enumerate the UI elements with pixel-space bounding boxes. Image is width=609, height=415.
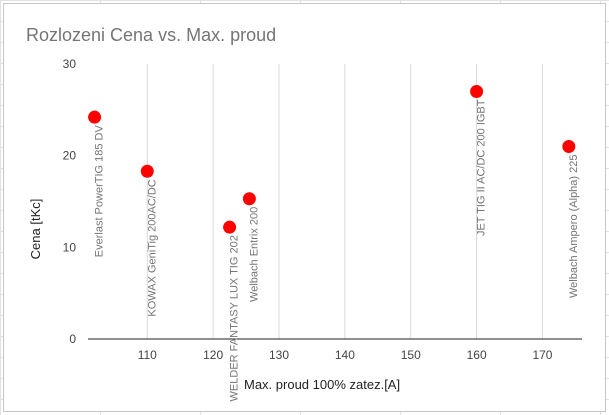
point-label: KOWAX GeniTig 200AC/DC bbox=[146, 179, 158, 316]
data-point[interactable] bbox=[242, 192, 256, 206]
grid-lines bbox=[146, 64, 543, 339]
chart-title: Rozlozeni Cena vs. Max. proud bbox=[26, 25, 276, 45]
x-tick-label: 160 bbox=[467, 348, 487, 362]
y-tick-labels: 0 10 20 30 bbox=[63, 57, 77, 346]
data-point[interactable] bbox=[140, 164, 154, 178]
y-tick-label: 10 bbox=[63, 240, 77, 254]
scatter-chart: Rozlozeni Cena vs. Max. proud 0 10 20 30 11… bbox=[26, 25, 582, 401]
x-axis-label: Max. proud 100% zatez.[A] bbox=[244, 377, 400, 392]
x-tick-label: 140 bbox=[335, 348, 355, 362]
point-label: Everlast PowerTIG 185 DV bbox=[94, 125, 106, 258]
data-points bbox=[88, 85, 576, 234]
x-tick-label: 150 bbox=[401, 348, 421, 362]
x-tick-labels: 110 120 130 140 150 160 170 bbox=[138, 348, 553, 362]
y-tick-label: 20 bbox=[63, 149, 77, 163]
chart-card: Rozlozeni Cena vs. Max. proud 0 10 20 30 11… bbox=[3, 3, 606, 412]
point-label: Welbach Entrix 200 bbox=[248, 207, 260, 302]
x-tick-label: 170 bbox=[532, 348, 552, 362]
data-point[interactable] bbox=[470, 85, 484, 98]
point-labels: Everlast PowerTIG 185 DV KOWAX GeniTig 20… bbox=[94, 99, 580, 401]
data-point[interactable] bbox=[223, 220, 237, 234]
x-tick-label: 130 bbox=[269, 348, 289, 362]
x-tick-label: 110 bbox=[138, 348, 157, 362]
data-point[interactable] bbox=[562, 140, 576, 153]
y-tick-label: 30 bbox=[63, 57, 77, 71]
x-tick-label: 120 bbox=[203, 348, 223, 362]
point-label: WELDER FANTASY LUX TIG 202 bbox=[229, 235, 241, 401]
y-axis-label: Cena [tKc] bbox=[28, 199, 43, 260]
point-label: JET TIG II AC/DC 200 IGBT bbox=[476, 99, 488, 236]
data-point[interactable] bbox=[88, 110, 102, 124]
y-tick-label: 0 bbox=[69, 332, 76, 346]
point-label: Welbach Ampero (Alpha) 225 bbox=[568, 155, 580, 299]
